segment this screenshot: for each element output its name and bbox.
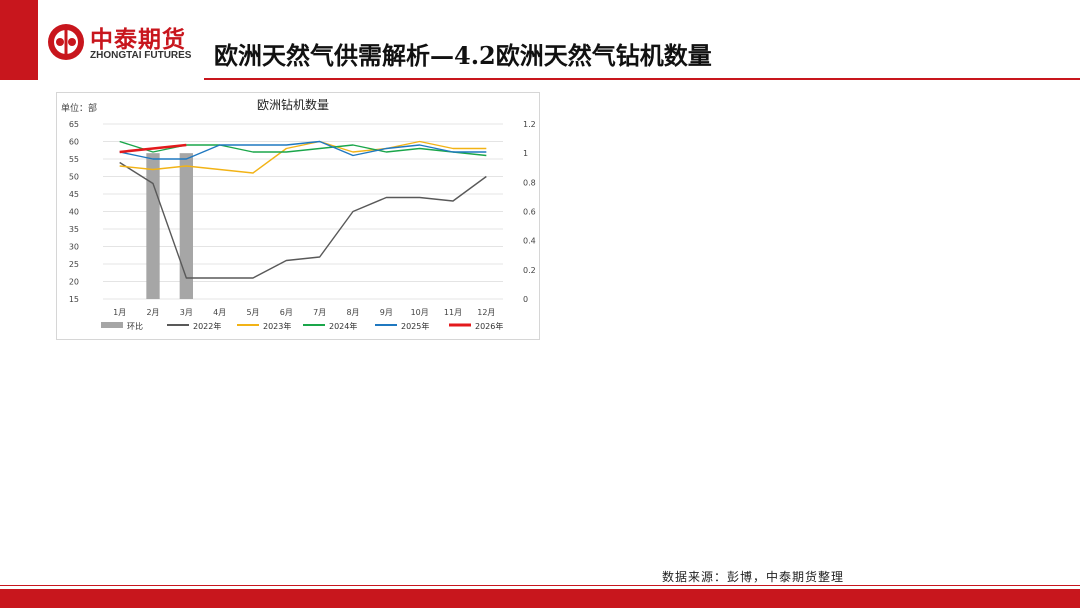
x-tick-label: 12月	[477, 308, 495, 317]
y-tick-label: 60	[69, 138, 79, 147]
legend-label: 2024年	[329, 321, 357, 331]
chart-title: 欧洲钻机数量	[257, 97, 329, 112]
y-tick-label: 65	[69, 120, 79, 129]
footer-rule	[0, 585, 1080, 586]
left-axis-ticks: 15 20 25 30 35 40 45 50 55 60 65	[69, 120, 79, 304]
mom-bar	[179, 153, 193, 299]
y-tick-label: 15	[69, 295, 79, 304]
legend-label: 2023年	[263, 321, 291, 331]
x-tick-label: 9月	[380, 308, 393, 317]
y-tick-label: 40	[69, 208, 79, 217]
y2-tick-label: 0.6	[523, 208, 536, 217]
right-axis-ticks: 0 0.2 0.4 0.6 0.8 1 1.2	[523, 120, 536, 304]
y-tick-label: 55	[69, 155, 79, 164]
y2-tick-label: 1.2	[523, 120, 536, 129]
y2-tick-label: 1	[523, 149, 528, 158]
y2-tick-label: 0.8	[523, 178, 536, 187]
x-tick-label: 3月	[180, 308, 193, 317]
page-title: 欧洲天然气供需解析—4.2欧洲天然气钻机数量	[214, 41, 712, 70]
rig-count-chart: 15 20 25 30 35 40 45 50 55 60 65 0 0.2 0.4 0.6 0.8 1 1.2…	[61, 97, 536, 331]
legend-label: 2026年	[475, 321, 503, 331]
series-lines	[119, 140, 487, 279]
y-tick-label: 35	[69, 225, 79, 234]
y-tick-label: 50	[69, 173, 79, 182]
mom-bar	[146, 153, 160, 299]
x-tick-label: 11月	[444, 308, 462, 317]
y-tick-label: 30	[69, 243, 79, 252]
left-brand-strip	[0, 0, 38, 80]
y2-tick-label: 0.4	[523, 237, 536, 246]
x-tick-label: 4月	[213, 308, 226, 317]
x-tick-label: 2月	[146, 308, 159, 317]
unit-label: 单位：部	[61, 102, 97, 114]
series-line	[119, 140, 487, 160]
chart-legend: 环比 2022年 2023年 2024年 2025年 2026年	[101, 321, 503, 331]
logo-chinese-name: 中泰期货	[90, 27, 186, 53]
x-axis-ticks: 1月 2月 3月 4月 5月 6月 7月 8月 9月 10月 11月 12月	[113, 308, 495, 317]
x-tick-label: 7月	[313, 308, 326, 317]
mom-bars	[146, 153, 193, 299]
series-line	[119, 161, 487, 279]
y-tick-label: 20	[69, 278, 79, 287]
series-line	[119, 140, 487, 174]
x-tick-label: 1月	[113, 308, 126, 317]
legend-label: 环比	[127, 321, 143, 331]
company-logo: 中泰期货 ZHONGTAI FUTURES	[46, 20, 196, 64]
x-tick-label: 10月	[411, 308, 429, 317]
x-tick-label: 6月	[280, 308, 293, 317]
legend-swatch	[101, 322, 123, 328]
y-tick-label: 45	[69, 190, 79, 199]
logo-english-name: ZHONGTAI FUTURES	[90, 50, 192, 61]
logo-mark-icon	[48, 24, 84, 60]
chart-panel: 15 20 25 30 35 40 45 50 55 60 65 0 0.2 0.4 0.6 0.8 1 1.2…	[56, 92, 540, 340]
x-tick-label: 5月	[246, 308, 259, 317]
chart-gridlines	[103, 123, 503, 300]
data-source-note: 数据来源：彭博，中泰期货整理	[662, 570, 845, 584]
legend-label: 2025年	[401, 321, 429, 331]
y2-tick-label: 0	[523, 295, 528, 304]
y-tick-label: 25	[69, 260, 79, 269]
series-line	[119, 143, 187, 154]
footer-bar	[0, 589, 1080, 608]
x-tick-label: 8月	[346, 308, 359, 317]
legend-label: 2022年	[193, 321, 221, 331]
title-divider	[204, 78, 1080, 80]
y2-tick-label: 0.2	[523, 266, 536, 275]
